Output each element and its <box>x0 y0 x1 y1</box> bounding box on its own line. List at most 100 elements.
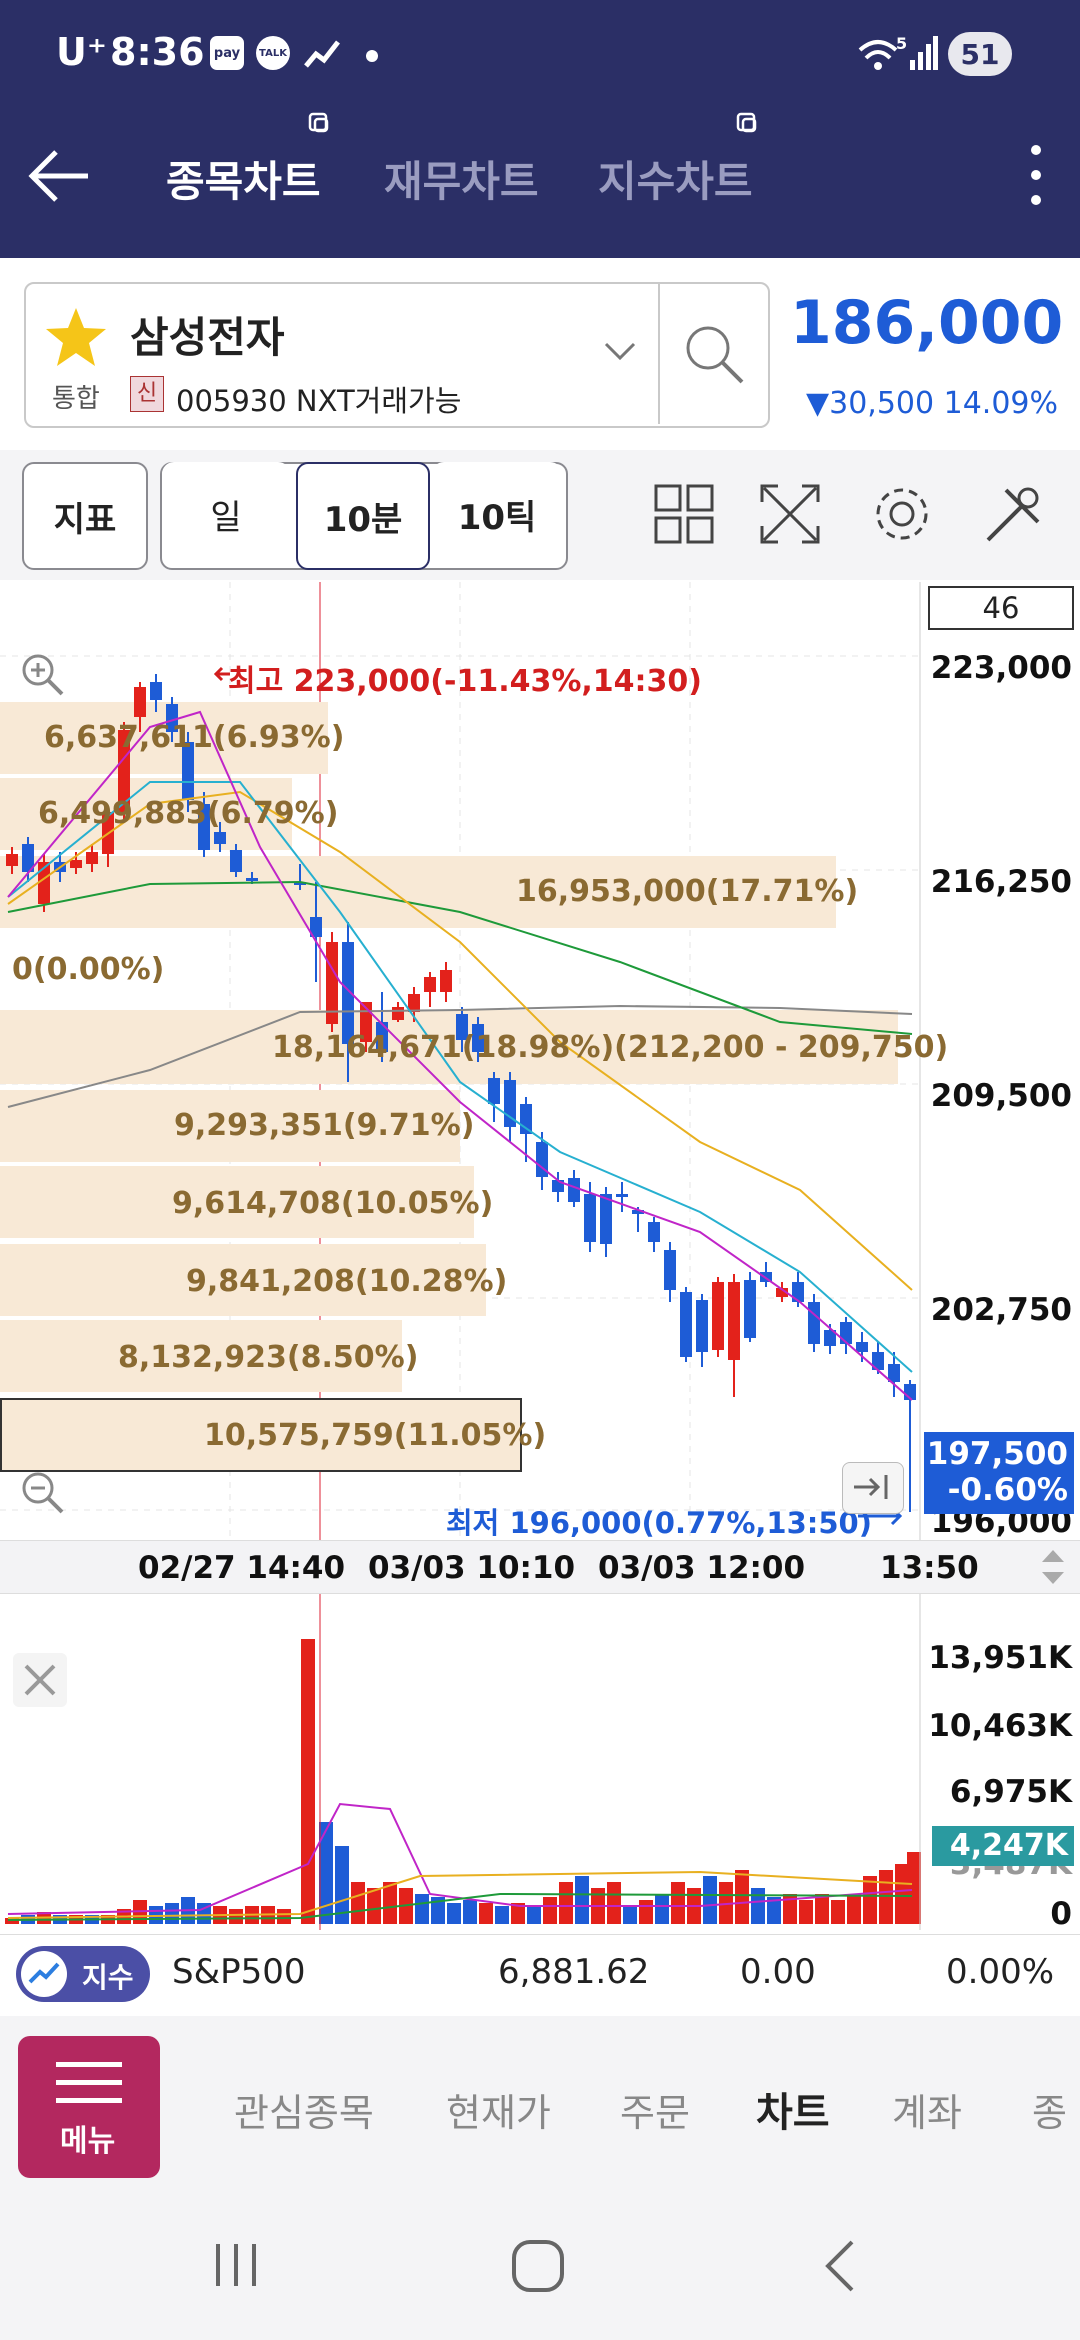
volume-tick: 6,975K <box>949 1774 1072 1810</box>
volume-profile-band <box>0 1090 460 1162</box>
back-arrow-icon[interactable] <box>26 148 92 204</box>
candle-body <box>198 804 210 850</box>
nav-chart[interactable]: 차트 <box>756 2090 830 2136</box>
x-tick: 03/03 10:10 <box>368 1550 576 1586</box>
candle-body <box>840 1322 852 1344</box>
volume-bar <box>229 1909 243 1924</box>
period-10tick-button[interactable]: 10틱 <box>432 462 562 566</box>
settings-gear-icon[interactable] <box>870 482 934 546</box>
search-icon[interactable] <box>680 320 750 390</box>
candle-body <box>648 1222 660 1242</box>
stock-name: 삼성전자 <box>130 313 285 362</box>
period-day-button[interactable]: 일 <box>162 462 290 566</box>
tools-icon[interactable] <box>982 482 1046 546</box>
battery-indicator: 51 <box>948 32 1012 76</box>
nav-current-price[interactable]: 현재가 <box>446 2091 551 2135</box>
volume-bar <box>719 1882 733 1924</box>
volume-bar <box>447 1903 461 1924</box>
low-price-label: 최저 196,000(0.77%,13:50) <box>446 1506 872 1540</box>
candle-body <box>376 1022 388 1052</box>
volume-bar <box>607 1882 621 1924</box>
volume-bar <box>783 1894 797 1924</box>
candle-body <box>584 1194 596 1242</box>
tab-index-chart[interactable]: 지수차트 <box>598 157 753 206</box>
status-carrier: U⁺ <box>56 30 107 74</box>
zoom-out-icon[interactable] <box>16 1466 68 1518</box>
volume-bar <box>767 1897 781 1924</box>
candle-body <box>230 850 242 872</box>
candle-body <box>680 1292 692 1357</box>
volume-bar <box>165 1903 179 1924</box>
volume-bar <box>639 1900 653 1924</box>
volume-profile-band <box>0 1398 522 1472</box>
volume-profile-label: 0(0.00%) <box>12 952 165 987</box>
candle-body <box>294 882 306 885</box>
volume-bar <box>335 1846 349 1924</box>
candle-body <box>166 704 178 732</box>
nav-account[interactable]: 계좌 <box>892 2091 962 2135</box>
candle-body <box>744 1280 756 1338</box>
fullscreen-icon[interactable] <box>758 482 822 546</box>
index-badge-label: 지수 <box>82 1961 134 1994</box>
candle-body <box>392 1007 404 1020</box>
close-icon[interactable] <box>12 1652 68 1708</box>
resize-handle-icon[interactable] <box>1038 1548 1068 1586</box>
volume-bar <box>799 1900 813 1924</box>
recent-apps-icon[interactable] <box>212 2240 262 2290</box>
candle-body <box>872 1352 884 1370</box>
candle-body <box>6 854 18 866</box>
system-navigation-bar <box>0 2196 1080 2340</box>
volume-bar <box>351 1882 365 1924</box>
high-arrow <box>214 666 230 682</box>
candle-body <box>808 1302 820 1344</box>
back-icon[interactable] <box>820 2238 860 2294</box>
candle-body <box>214 832 226 844</box>
more-vertical-icon[interactable] <box>1024 140 1048 210</box>
volume-bar <box>751 1888 765 1924</box>
nav-watchlist[interactable]: 관심종목 <box>234 2091 374 2135</box>
ma60-line <box>7 880 913 1035</box>
candle-body <box>150 682 162 700</box>
index-ticker-bar[interactable] <box>0 1934 1080 2018</box>
x-tick: 02/27 14:40 <box>138 1550 346 1586</box>
volume-bar <box>879 1870 893 1924</box>
market-label: 통합 <box>52 384 100 414</box>
wifi-icon <box>858 40 898 70</box>
count-box: 46 <box>928 586 1074 630</box>
volume-bar <box>277 1909 291 1924</box>
candle-body <box>134 687 146 717</box>
volume-profile-label: 9,614,708(10.05%) <box>172 1186 494 1221</box>
period-10min-button[interactable]: 10분 <box>296 462 430 570</box>
home-icon[interactable] <box>510 2238 566 2294</box>
candle-body <box>182 742 194 800</box>
nav-order[interactable]: 주문 <box>620 2091 690 2135</box>
volume-profile-label: 6,499,883(6.79%) <box>38 796 339 831</box>
volume-bar <box>319 1822 333 1924</box>
volume-ma20-line <box>7 1870 913 1919</box>
candle-body <box>792 1282 804 1302</box>
volume-bar <box>735 1870 749 1924</box>
layout-grid-icon[interactable] <box>652 482 716 546</box>
volume-bar <box>543 1897 557 1924</box>
current-price-marker: 197,500 -0.60% <box>924 1432 1074 1514</box>
candle-body <box>456 1014 468 1040</box>
trend-up-icon <box>21 1951 67 1997</box>
candle-body <box>888 1364 900 1382</box>
indicator-button[interactable]: 지표 <box>22 462 148 570</box>
tab-stock-chart[interactable]: 종목차트 <box>166 157 321 206</box>
credit-badge: 신 <box>130 376 164 412</box>
current-price: 186,000 <box>790 288 1064 358</box>
favorite-star-icon[interactable] <box>44 306 108 368</box>
candle-body <box>86 852 98 864</box>
nav-more[interactable]: 종 <box>1032 2091 1067 2135</box>
volume-bar <box>623 1906 637 1924</box>
tab-financial-chart[interactable]: 재무차트 <box>384 157 539 206</box>
index-rate: 0.00% <box>946 1952 1055 1992</box>
zoom-in-icon[interactable] <box>16 648 68 700</box>
y-tick: 202,750 <box>930 1292 1072 1328</box>
volume-ma5-line <box>7 1802 913 1915</box>
chevron-down-icon[interactable] <box>602 340 638 364</box>
volume-profile-band <box>0 1010 898 1084</box>
talk-icon: TALK <box>256 36 290 70</box>
menu-button[interactable] <box>18 2036 160 2178</box>
